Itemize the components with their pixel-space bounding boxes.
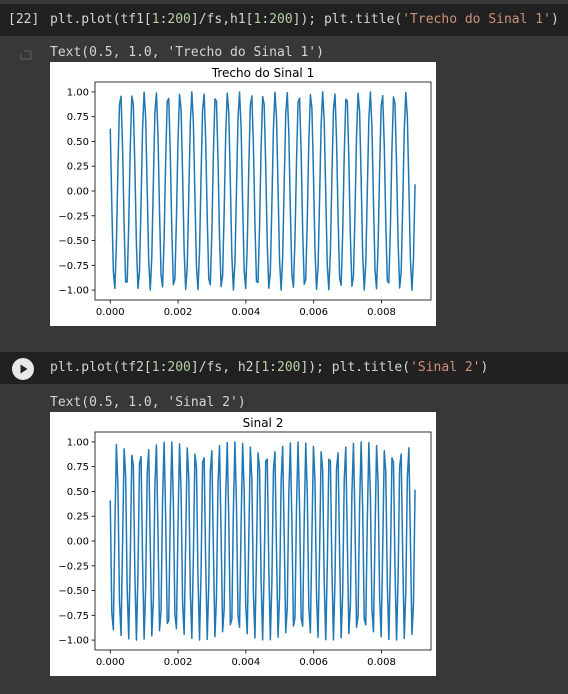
code-token: 1 bbox=[261, 360, 270, 375]
y-tick-label: 1.00 bbox=[67, 87, 89, 98]
series-line bbox=[109, 91, 416, 291]
code-token: 200 bbox=[277, 360, 301, 375]
code-token: ]/fs, h2[ bbox=[190, 360, 262, 375]
x-tick-label: 0.008 bbox=[367, 307, 396, 318]
x-tick-label: 0.008 bbox=[367, 657, 396, 668]
y-tick-label: −0.75 bbox=[58, 611, 89, 622]
series-line bbox=[109, 441, 416, 641]
y-tick-label: 1.00 bbox=[67, 437, 89, 448]
code-token: ) bbox=[480, 360, 489, 375]
chart-title: Trecho do Sinal 1 bbox=[211, 66, 314, 80]
code-token: 200 bbox=[167, 12, 191, 27]
y-tick-label: 0.25 bbox=[67, 512, 89, 523]
x-tick-label: 0.000 bbox=[96, 657, 125, 668]
code-token: : bbox=[159, 12, 168, 27]
code-token: ]); plt.title( bbox=[300, 360, 411, 375]
x-tick-label: 0.000 bbox=[96, 307, 125, 318]
code-token: 200 bbox=[269, 12, 293, 27]
output-text: Text(0.5, 1.0, 'Trecho do Sinal 1') bbox=[50, 45, 324, 60]
code-token: : bbox=[261, 12, 270, 27]
output-text: Text(0.5, 1.0, 'Sinal 2') bbox=[50, 395, 246, 410]
x-tick-label: 0.002 bbox=[164, 657, 193, 668]
play-icon bbox=[20, 364, 28, 374]
chart-svg-2: Sinal 2 1.00 0.75 0.50 0.25 0.00 −0.25 −0.50 −0.… bbox=[58, 416, 432, 668]
code-token: plt.plot(tf2[ bbox=[50, 360, 152, 375]
code-token: 'Trecho do Sinal 1' bbox=[402, 12, 551, 27]
chart-title: Sinal 2 bbox=[243, 416, 284, 430]
y-tick-label: −0.25 bbox=[58, 561, 89, 572]
execution-count: [22] bbox=[8, 12, 40, 27]
y-tick-label: 0.00 bbox=[67, 187, 89, 198]
code-token: : bbox=[159, 360, 168, 375]
code-line[interactable]: plt.plot(tf2[1:200]/fs, h2[1:200]); plt.… bbox=[50, 360, 488, 375]
y-tick-label: 0.75 bbox=[67, 462, 89, 473]
y-tick-label: −1.00 bbox=[58, 636, 89, 647]
code-token: ]/fs,h1[ bbox=[190, 12, 254, 27]
x-tick-label: 0.004 bbox=[232, 307, 261, 318]
code-line[interactable]: plt.plot(tf1[1:200]/fs,h1[1:200]); plt.t… bbox=[50, 12, 559, 27]
y-tick-label: 0.00 bbox=[67, 537, 89, 548]
x-tick-label: 0.006 bbox=[299, 307, 328, 318]
x-tick-label: 0.006 bbox=[299, 657, 328, 668]
y-tick-label: −0.25 bbox=[58, 211, 89, 222]
plot-trecho-sinal-1: Trecho do Sinal 1 1.00 0.75 0.50 0.25 0.00 −0.… bbox=[50, 62, 436, 326]
output-toggle-icon[interactable] bbox=[20, 50, 32, 60]
chart-svg-1: Trecho do Sinal 1 1.00 0.75 0.50 0.25 0.00 −0.… bbox=[58, 66, 432, 318]
x-tick-label: 0.002 bbox=[164, 307, 193, 318]
code-token: 1 bbox=[151, 12, 160, 27]
y-tick-label: 0.50 bbox=[67, 137, 89, 148]
code-token: plt.plot(tf1[ bbox=[50, 12, 152, 27]
code-token: 200 bbox=[167, 360, 191, 375]
code-token: ) bbox=[550, 12, 559, 27]
y-tick-label: 0.25 bbox=[67, 162, 89, 173]
y-tick-label: −0.75 bbox=[58, 261, 89, 272]
x-tick-label: 0.004 bbox=[232, 657, 261, 668]
code-token: 'Sinal 2' bbox=[410, 360, 481, 375]
y-tick-label: 0.75 bbox=[67, 112, 89, 123]
y-tick-label: −1.00 bbox=[58, 286, 89, 297]
code-token: ]); plt.title( bbox=[292, 12, 403, 27]
y-tick-label: −0.50 bbox=[58, 236, 89, 247]
y-tick-label: 0.50 bbox=[67, 487, 89, 498]
y-tick-label: −0.50 bbox=[58, 586, 89, 597]
run-cell-button[interactable] bbox=[12, 358, 34, 380]
code-token: 1 bbox=[253, 12, 262, 27]
code-cell-1[interactable]: [22] plt.plot(tf1[1:200]/fs,h1[1:200]); … bbox=[0, 4, 568, 36]
code-token: 1 bbox=[151, 360, 160, 375]
code-cell-2[interactable]: plt.plot(tf2[1:200]/fs, h2[1:200]); plt.… bbox=[0, 352, 568, 384]
code-token: : bbox=[269, 360, 277, 375]
plot-sinal-2: Sinal 2 1.00 0.75 0.50 0.25 0.00 −0.25 −0.50 −0.… bbox=[50, 412, 436, 676]
